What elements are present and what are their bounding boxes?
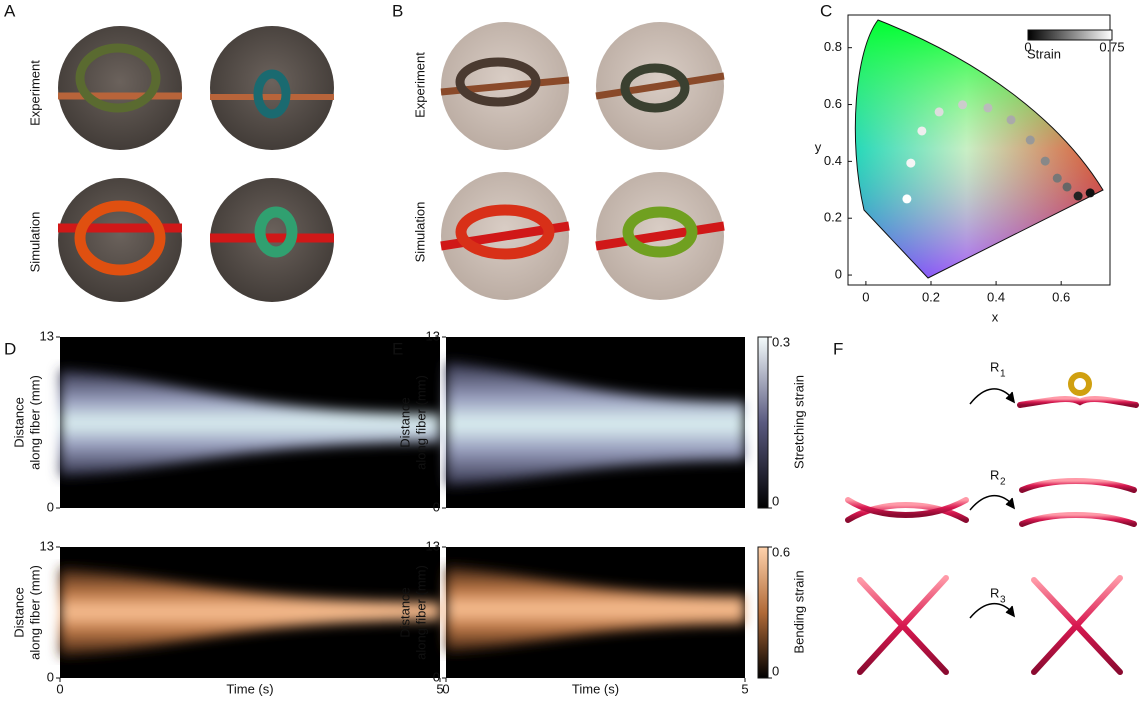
x-axis-label: Time (s) xyxy=(226,681,273,696)
point xyxy=(1007,115,1016,124)
colorbar-tick-label: 0.3 xyxy=(772,334,790,349)
colorbar-label: Stretching strain xyxy=(791,375,806,469)
arrows xyxy=(970,389,1014,618)
point xyxy=(917,126,926,135)
reaction-sub: 3 xyxy=(1000,595,1006,606)
gamut xyxy=(855,20,1103,278)
y-tick-label: 0 xyxy=(47,499,54,514)
y-tick-label: 13 xyxy=(426,538,440,553)
x-tick-label: 5 xyxy=(741,681,748,696)
y-axis-label: Distance xyxy=(397,397,412,448)
x-tick-label: 0.2 xyxy=(922,289,940,304)
point xyxy=(906,159,915,168)
photo-simulation xyxy=(441,172,724,300)
colorbar xyxy=(758,337,768,508)
reaction-base: R xyxy=(990,585,999,600)
colorbar-tick-label: 0.75 xyxy=(1099,39,1124,54)
y-axis-label: Distance xyxy=(11,587,26,638)
colorbar xyxy=(758,547,768,678)
point xyxy=(1053,174,1062,183)
photo-simulation xyxy=(58,178,334,302)
y-axis-label: y xyxy=(815,139,822,154)
x-tick-label: 0 xyxy=(56,681,63,696)
y-tick-label: 0 xyxy=(433,499,440,514)
colorbar-tick-label: 0 xyxy=(772,493,779,508)
reaction-sub: 2 xyxy=(1000,477,1006,488)
x-tick-label: 0.6 xyxy=(1052,289,1070,304)
panel-letter: D xyxy=(4,339,16,358)
y-tick-label: 13 xyxy=(40,328,54,343)
x-axis-label: Time (s) xyxy=(572,681,619,696)
point xyxy=(902,194,911,203)
heatmap xyxy=(60,337,440,678)
y-axis-label: along fiber (mm) xyxy=(413,375,428,470)
point xyxy=(958,100,967,109)
panel-letter: B xyxy=(392,1,403,20)
panel-letter: F xyxy=(833,339,843,358)
colorbar-label: Bending strain xyxy=(791,570,806,653)
figure: A Experiment Simulation B Experiment Sim… xyxy=(0,0,1140,708)
heatmap xyxy=(446,337,745,678)
y-tick-label: 0 xyxy=(433,669,440,684)
point xyxy=(1026,136,1035,145)
colorbar-label: Strain xyxy=(1027,46,1061,61)
reaction-base: R xyxy=(990,359,999,374)
colorbar-tick-label: 0.6 xyxy=(772,544,790,559)
point xyxy=(983,103,992,112)
panel-letter: E xyxy=(392,339,403,358)
colorbar-tick-label: 0 xyxy=(1024,39,1031,54)
y-tick-label: 0.4 xyxy=(824,153,842,168)
row-label: Simulation xyxy=(412,202,427,263)
point xyxy=(1041,157,1050,166)
row-label: Simulation xyxy=(27,212,42,273)
y-tick-label: 0 xyxy=(835,266,842,281)
reaction-base: R xyxy=(990,467,999,482)
x-tick-label: 0 xyxy=(862,289,869,304)
y-axis-label: along fiber (mm) xyxy=(27,375,42,470)
point xyxy=(1074,192,1083,201)
fiber-diagrams xyxy=(848,375,1136,672)
y-tick-label: 0.6 xyxy=(824,96,842,111)
y-axis-label: Distance xyxy=(397,587,412,638)
point xyxy=(935,107,944,116)
photo-experiment xyxy=(58,26,334,150)
y-axis-label: along fiber (mm) xyxy=(27,565,42,660)
photo-experiment xyxy=(441,22,724,150)
x-tick-label: 0.4 xyxy=(987,289,1005,304)
y-tick-label: 0.2 xyxy=(824,210,842,225)
row-label: Experiment xyxy=(27,60,42,126)
colorbar-tick-label: 0 xyxy=(772,663,779,678)
y-tick-label: 13 xyxy=(40,538,54,553)
y-tick-label: 0 xyxy=(47,669,54,684)
point xyxy=(1063,182,1072,191)
y-axis-label: along fiber (mm) xyxy=(413,565,428,660)
row-label: Experiment xyxy=(412,52,427,118)
y-tick-label: 0.8 xyxy=(824,39,842,54)
y-tick-label: 13 xyxy=(426,328,440,343)
reaction-label: R 1 R 2 R 3 xyxy=(990,359,1006,605)
x-tick-label: 0 xyxy=(442,681,449,696)
panel-letter: C xyxy=(820,1,832,20)
reaction-sub: 1 xyxy=(1000,369,1006,380)
panel-letter: A xyxy=(4,1,16,20)
y-axis-label: Distance xyxy=(11,397,26,448)
x-axis-label: x xyxy=(992,309,999,324)
point xyxy=(1086,188,1095,197)
